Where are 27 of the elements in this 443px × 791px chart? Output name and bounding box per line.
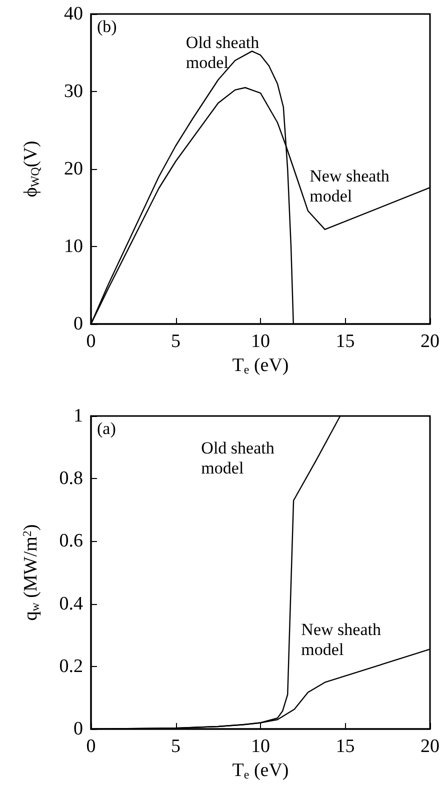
- y-axis-title: qw (MW/m2): [20, 524, 42, 621]
- x-tick-label: 5: [171, 736, 180, 757]
- y-axis-title: ϕWQ(V): [20, 140, 42, 198]
- y-tick-label: 0.4: [59, 593, 84, 614]
- y-tick-label: 0.2: [59, 656, 83, 677]
- y-tick-label: 0: [74, 314, 83, 334]
- x-tick-label: 10: [251, 331, 270, 352]
- annotation: (a): [97, 419, 116, 438]
- x-tick-label: 20: [420, 331, 440, 352]
- y-tick-label: 0.8: [59, 468, 83, 490]
- y-tick-label: 1: [74, 406, 83, 426]
- x-tick-label: 5: [171, 331, 180, 352]
- y-tick-label: 40: [64, 4, 83, 24]
- y-tick-label: 10: [64, 236, 83, 257]
- y-tick-label: 20: [64, 158, 83, 180]
- x-tick-label: 10: [251, 736, 270, 757]
- x-tick-label: 15: [336, 736, 355, 757]
- annotation: New sheath model: [310, 166, 394, 206]
- annotation: New sheath model: [301, 620, 386, 659]
- annotation: Old sheath model: [186, 33, 264, 72]
- y-tick-label: 30: [64, 81, 83, 102]
- y-tick-label: 0: [74, 718, 83, 740]
- annotation: (b): [97, 17, 117, 36]
- y-tick-label: 0.6: [59, 530, 83, 552]
- x-tick-label: 20: [420, 736, 440, 757]
- x-tick-label: 15: [336, 331, 355, 352]
- annotation: Old sheath model: [201, 438, 279, 478]
